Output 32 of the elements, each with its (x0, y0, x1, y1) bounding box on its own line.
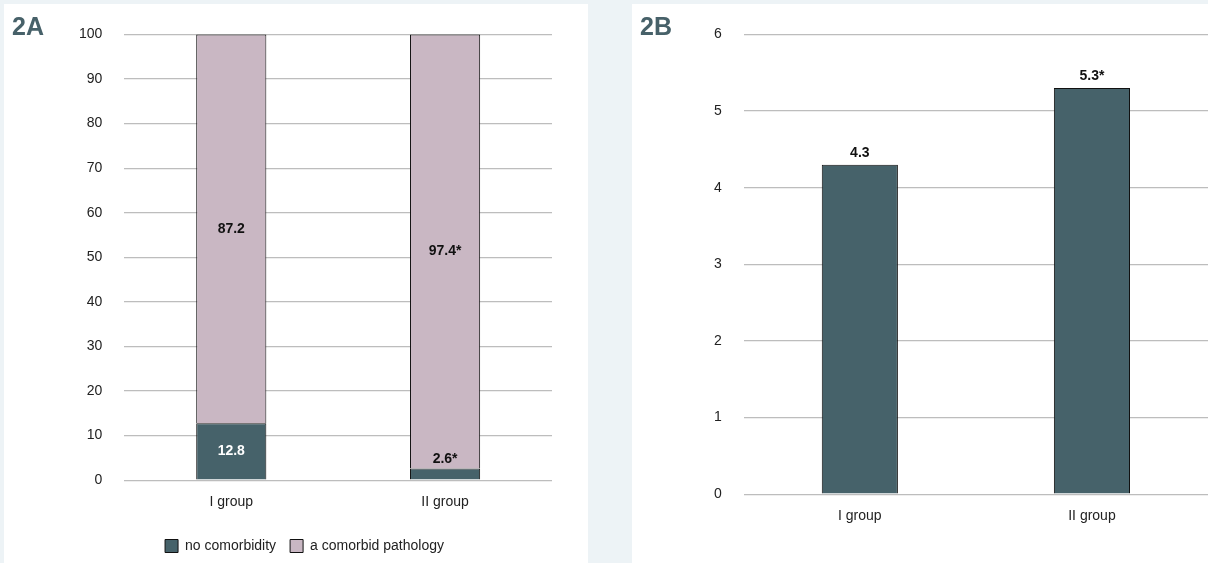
y-tick-label: 5 (713, 101, 722, 118)
y-tick-label: 80 (86, 114, 103, 131)
x-tick-label: I group (209, 493, 254, 510)
data-label: 97.4* (428, 242, 462, 259)
y-tick-label: 100 (79, 25, 103, 42)
y-tick-label: 6 (713, 25, 722, 42)
y-tick-label: 2 (713, 331, 722, 348)
y-tick-label: 90 (86, 69, 103, 86)
y-tick-label: 4 (713, 178, 722, 195)
y-tick-label: 70 (86, 159, 103, 175)
y-tick-label: 40 (86, 292, 103, 309)
chart-title: 2A (12, 12, 44, 41)
y-tick-label: 50 (86, 248, 103, 265)
data-label: 87.2 (217, 219, 246, 236)
data-label: 5.3* (1079, 66, 1105, 83)
x-tick-label: II group (421, 493, 470, 510)
y-tick-label: 10 (86, 426, 103, 443)
x-tick-label: II group (1068, 507, 1116, 524)
y-tick-label: 30 (86, 337, 103, 354)
legend-label: no comorbidity (185, 536, 277, 553)
y-tick-label: 0 (94, 471, 103, 488)
y-tick-label: 1 (713, 408, 722, 425)
x-tick-label: I group (838, 507, 882, 524)
y-tick-label: 20 (86, 381, 103, 398)
y-tick-label: 0 (713, 485, 722, 502)
legend-label: a comorbid pathology (310, 536, 444, 553)
data-label: 4.3 (850, 143, 870, 160)
y-tick-label: 60 (86, 203, 103, 220)
data-label: 2.6* (432, 450, 459, 467)
chart-title: 2B (640, 12, 672, 41)
data-label: 12.8 (217, 442, 246, 459)
y-tick-label: 3 (713, 255, 722, 272)
